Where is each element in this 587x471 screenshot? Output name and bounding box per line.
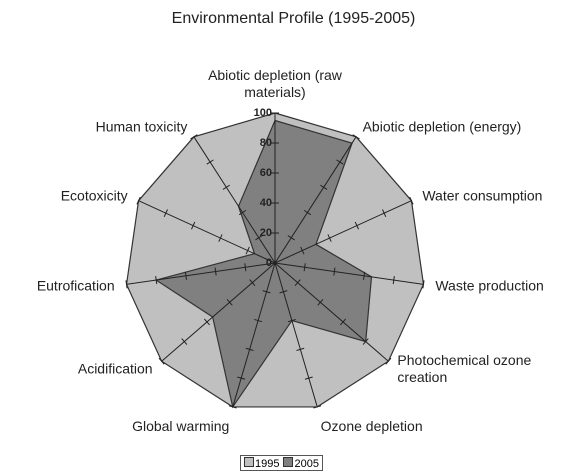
- tick-mark: [254, 318, 263, 323]
- tick-mark: [155, 276, 158, 285]
- tick-mark: [226, 298, 233, 306]
- tick-mark: [385, 357, 392, 365]
- axis-line: [274, 262, 389, 362]
- tick-mark: [296, 347, 305, 351]
- series-area: [154, 119, 373, 409]
- axis-line: [232, 262, 276, 408]
- tick-mark: [228, 405, 237, 409]
- tick-mark: [336, 159, 344, 165]
- category-label: Eutrofication: [36, 277, 115, 294]
- tick-mark: [237, 376, 246, 380]
- category-label: Ozone depletion: [320, 418, 423, 435]
- tick-mark: [363, 271, 366, 280]
- tick-mark: [244, 263, 247, 272]
- category-label: Water consumption: [422, 187, 543, 204]
- r-tick-label: 80: [260, 137, 272, 149]
- legend-swatch: [283, 456, 294, 467]
- tick-mark: [287, 318, 296, 323]
- category-label: Global warming: [132, 418, 230, 435]
- tick-mark: [184, 271, 187, 280]
- tick-mark: [279, 290, 288, 294]
- r-tick-label: 0: [266, 257, 272, 269]
- category-label: Waste production: [435, 277, 544, 294]
- axis-line: [126, 262, 276, 285]
- tick-mark: [317, 298, 324, 306]
- category-label: Acidification: [77, 360, 153, 377]
- tick-mark: [327, 234, 332, 242]
- tick-mark: [354, 221, 359, 230]
- category-label: Ecotoxicity: [60, 187, 128, 204]
- tick-mark: [222, 184, 230, 190]
- axis-line: [274, 262, 424, 285]
- axis-line: [274, 136, 357, 264]
- tick-mark: [304, 376, 313, 380]
- tick-mark: [409, 196, 414, 205]
- tick-mark: [245, 347, 254, 351]
- tick-mark: [181, 338, 188, 345]
- tick-mark: [422, 280, 425, 289]
- tick-mark: [214, 267, 217, 276]
- tick-mark: [218, 234, 223, 242]
- tick-mark: [287, 235, 295, 241]
- legend-label: 2005: [294, 457, 319, 470]
- r-tick-label: 20: [260, 227, 272, 239]
- tick-mark: [320, 184, 328, 190]
- tick-mark: [163, 209, 168, 217]
- tick-mark: [340, 318, 347, 326]
- tick-mark: [245, 246, 250, 255]
- axis-line: [193, 136, 276, 264]
- axis-line: [138, 200, 276, 264]
- tick-mark: [352, 134, 360, 140]
- r-tick-label: 100: [254, 107, 272, 119]
- category-label: Photochemical ozone creation: [397, 352, 532, 386]
- tick-mark: [190, 134, 198, 140]
- axis-line: [274, 262, 318, 408]
- axis-line: [161, 262, 276, 362]
- category-label: Abiotic depletion (raw materials): [208, 67, 342, 100]
- tick-mark: [303, 263, 306, 272]
- legend-item: 2005: [283, 456, 319, 470]
- legend-item: 1995: [244, 456, 280, 470]
- legend-swatch: [244, 456, 254, 467]
- tick-mark: [238, 209, 247, 216]
- tick-mark: [300, 246, 305, 255]
- tick-mark: [392, 276, 395, 285]
- category-label: Abiotic depletion (energy): [362, 118, 522, 135]
- tick-mark: [255, 235, 263, 241]
- tick-mark: [303, 209, 312, 216]
- r-tick-label: 60: [260, 167, 272, 179]
- tick-mark: [294, 279, 301, 286]
- category-label: Human toxicity: [95, 118, 188, 135]
- legend: 1995 2005: [240, 455, 323, 471]
- tick-mark: [313, 405, 322, 409]
- axis-line: [274, 200, 412, 264]
- tick-mark: [382, 209, 387, 217]
- tick-mark: [206, 159, 214, 165]
- tick-mark: [362, 338, 369, 345]
- legend-label: 1995: [255, 457, 280, 470]
- r-tick-label: 40: [260, 197, 272, 209]
- tick-mark: [203, 318, 210, 326]
- tick-mark: [333, 267, 336, 276]
- tick-mark: [136, 196, 141, 205]
- tick-mark: [191, 221, 196, 230]
- chart-title: Environmental Profile (1995-2005): [171, 10, 416, 27]
- tick-mark: [158, 357, 165, 365]
- tick-mark: [125, 280, 128, 289]
- tick-mark: [249, 279, 256, 286]
- tick-mark: [262, 290, 271, 294]
